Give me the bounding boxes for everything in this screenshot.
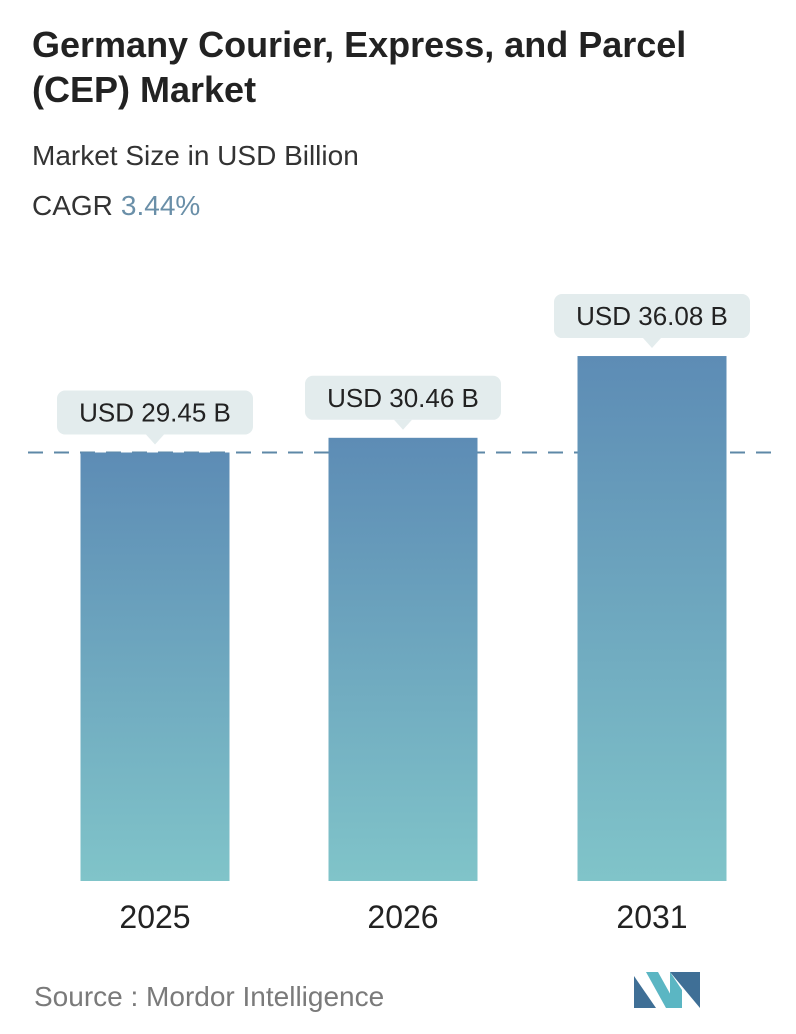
x-tick-label-2025: 2025: [119, 899, 190, 935]
chart-title: Germany Courier, Express, and Parcel (CE…: [32, 24, 687, 110]
value-callout-2026: [305, 375, 501, 420]
value-label-2025: USD 29.45 B: [79, 398, 231, 428]
value-callout-2031: [554, 294, 750, 339]
source-text: Source : Mordor Intelligence: [34, 981, 385, 1012]
x-tick-label-2026: 2026: [367, 899, 438, 935]
value-callout-pointer-2025: [146, 434, 164, 445]
bar-2026: [328, 437, 478, 881]
chart-subtitle: Market Size in USD Billion: [32, 140, 359, 171]
value-label-2026: USD 30.46 B: [327, 383, 479, 413]
value-callout-pointer-2026: [394, 419, 412, 430]
x-tick-label-2031: 2031: [616, 899, 687, 935]
mordor-intelligence-logo-icon: [634, 972, 700, 1008]
bar-2025: [80, 452, 230, 881]
cagr-label: CAGR: [32, 190, 113, 221]
value-label-2031: USD 36.08 B: [576, 301, 728, 331]
value-callout-2025: [57, 390, 253, 435]
bar-2031: [577, 356, 727, 881]
cagr-value: 3.44%: [120, 190, 201, 221]
cagr-line: CAGR 3.44%: [32, 188, 200, 224]
value-callout-pointer-2031: [643, 338, 661, 349]
